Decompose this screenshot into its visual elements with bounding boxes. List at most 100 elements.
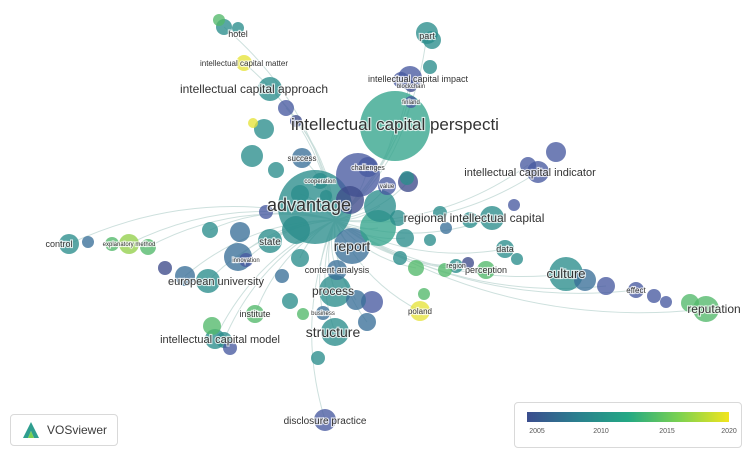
node-unlabeled[interactable] [268, 162, 284, 178]
node-unlabeled[interactable] [393, 251, 407, 265]
node-value[interactable] [378, 177, 396, 195]
node-unlabeled[interactable] [105, 237, 119, 251]
node-unlabeled[interactable] [254, 119, 274, 139]
node-cooperation[interactable] [312, 173, 328, 189]
label-report[interactable]: report [333, 237, 372, 255]
label-control[interactable]: control [44, 238, 73, 250]
node-unlabeled[interactable] [232, 22, 244, 34]
label-innovation[interactable]: innovation [231, 257, 261, 265]
node-unlabeled[interactable] [361, 291, 383, 313]
label-institute[interactable]: institute [238, 308, 271, 320]
node-regional-intellectual-capital[interactable] [480, 206, 504, 230]
node-structure[interactable] [321, 318, 349, 346]
label-structure[interactable]: structure [305, 323, 362, 341]
label-part[interactable]: part [418, 30, 436, 42]
node-unlabeled[interactable] [282, 216, 310, 244]
node-poland[interactable] [410, 301, 430, 321]
node-unlabeled[interactable] [574, 269, 596, 291]
node-unlabeled[interactable] [175, 266, 195, 286]
label-effect[interactable]: effect [625, 285, 647, 296]
label-intellectual-capital-model[interactable]: intellectual capital model [159, 333, 281, 347]
label-process[interactable]: process [311, 283, 355, 299]
node-disclosure-practice[interactable] [314, 409, 336, 431]
node-unlabeled[interactable] [320, 190, 332, 202]
label-perception[interactable]: perception [464, 264, 508, 276]
node-unlabeled[interactable] [358, 313, 376, 331]
node-unlabeled[interactable] [203, 317, 221, 335]
node-report[interactable] [334, 228, 370, 264]
node-unlabeled[interactable] [290, 115, 302, 127]
label-success[interactable]: success [286, 153, 317, 164]
node-explanatory-method[interactable] [119, 234, 139, 254]
node-unlabeled[interactable] [140, 239, 156, 255]
label-intellectual-capital-matter[interactable]: intellectual capital matter [199, 58, 290, 69]
node-unlabeled[interactable] [278, 100, 294, 116]
node-process[interactable] [319, 275, 351, 307]
node-unlabeled[interactable] [291, 185, 309, 203]
label-region[interactable]: region [445, 262, 467, 271]
label-intellectual-capital-perspecti[interactable]: intellectual capital perspecti [290, 114, 500, 135]
node-unlabeled[interactable] [311, 351, 325, 365]
node-unlabeled[interactable] [282, 293, 298, 309]
node-business[interactable] [316, 306, 330, 320]
node-perception[interactable] [477, 261, 495, 279]
node-unlabeled[interactable] [346, 290, 366, 310]
node-finland[interactable] [405, 96, 417, 108]
node-control[interactable] [59, 234, 79, 254]
node-european-university[interactable] [196, 269, 220, 293]
node-institute[interactable] [246, 305, 264, 323]
label-culture[interactable]: culture [545, 265, 586, 282]
node-unlabeled[interactable] [462, 212, 478, 228]
label-data[interactable]: data [495, 243, 515, 255]
label-advantage[interactable]: advantage [266, 194, 352, 216]
node-unlabeled[interactable] [393, 72, 409, 88]
label-state[interactable]: state [258, 236, 282, 249]
node-unlabeled[interactable] [433, 206, 447, 220]
label-explanatory-method[interactable]: explanatory method [102, 241, 157, 249]
node-unlabeled[interactable] [202, 222, 218, 238]
node-intellectual-capital-matter[interactable] [236, 55, 252, 71]
node-unlabeled[interactable] [462, 257, 474, 269]
label-business[interactable]: business [310, 310, 336, 318]
node-innovation[interactable] [239, 253, 253, 267]
node-unlabeled[interactable] [418, 288, 430, 300]
node-unlabeled[interactable] [230, 222, 250, 242]
node-intellectual-capital-approach[interactable] [258, 77, 282, 101]
label-hotel[interactable]: hotel [227, 28, 249, 40]
label-poland[interactable]: poland [407, 306, 433, 317]
node-unlabeled[interactable] [546, 142, 566, 162]
node-region[interactable] [449, 259, 463, 273]
label-value[interactable]: value [379, 183, 396, 191]
node-content-analysis[interactable] [327, 260, 347, 280]
label-intellectual-capital-approach[interactable]: intellectual capital approach [179, 81, 329, 97]
node-intellectual-capital-perspecti[interactable] [360, 91, 430, 161]
node-unlabeled[interactable] [660, 296, 672, 308]
node-effect[interactable] [628, 282, 644, 298]
node-unlabeled[interactable] [520, 157, 536, 173]
node-unlabeled[interactable] [390, 210, 406, 226]
node-unlabeled[interactable] [508, 199, 520, 211]
node-unlabeled[interactable] [647, 289, 661, 303]
node-unlabeled[interactable] [408, 260, 424, 276]
node-blockchain[interactable] [405, 80, 417, 92]
label-content-analysis[interactable]: content analysis [304, 264, 371, 276]
node-data[interactable] [496, 240, 514, 258]
label-regional-intellectual-capital[interactable]: regional intellectual capital [403, 210, 546, 226]
node-unlabeled[interactable] [248, 118, 258, 128]
node-unlabeled[interactable] [440, 222, 452, 234]
label-cooperation[interactable]: cooperation [303, 178, 337, 186]
node-unlabeled[interactable] [213, 14, 225, 26]
label-european-university[interactable]: european university [167, 275, 266, 289]
node-unlabeled[interactable] [223, 341, 237, 355]
node-unlabeled[interactable] [82, 236, 94, 248]
node-unlabeled[interactable] [681, 294, 699, 312]
label-finland[interactable]: finland [401, 99, 421, 107]
label-reputation[interactable]: reputation [686, 301, 742, 317]
node-unlabeled[interactable] [400, 171, 414, 185]
label-challenges[interactable]: challenges [350, 164, 386, 173]
node-unlabeled[interactable] [423, 31, 441, 49]
node-unlabeled[interactable] [424, 234, 436, 246]
node-unlabeled[interactable] [423, 60, 437, 74]
node-unlabeled[interactable] [259, 205, 273, 219]
node-reputation[interactable] [693, 296, 719, 322]
